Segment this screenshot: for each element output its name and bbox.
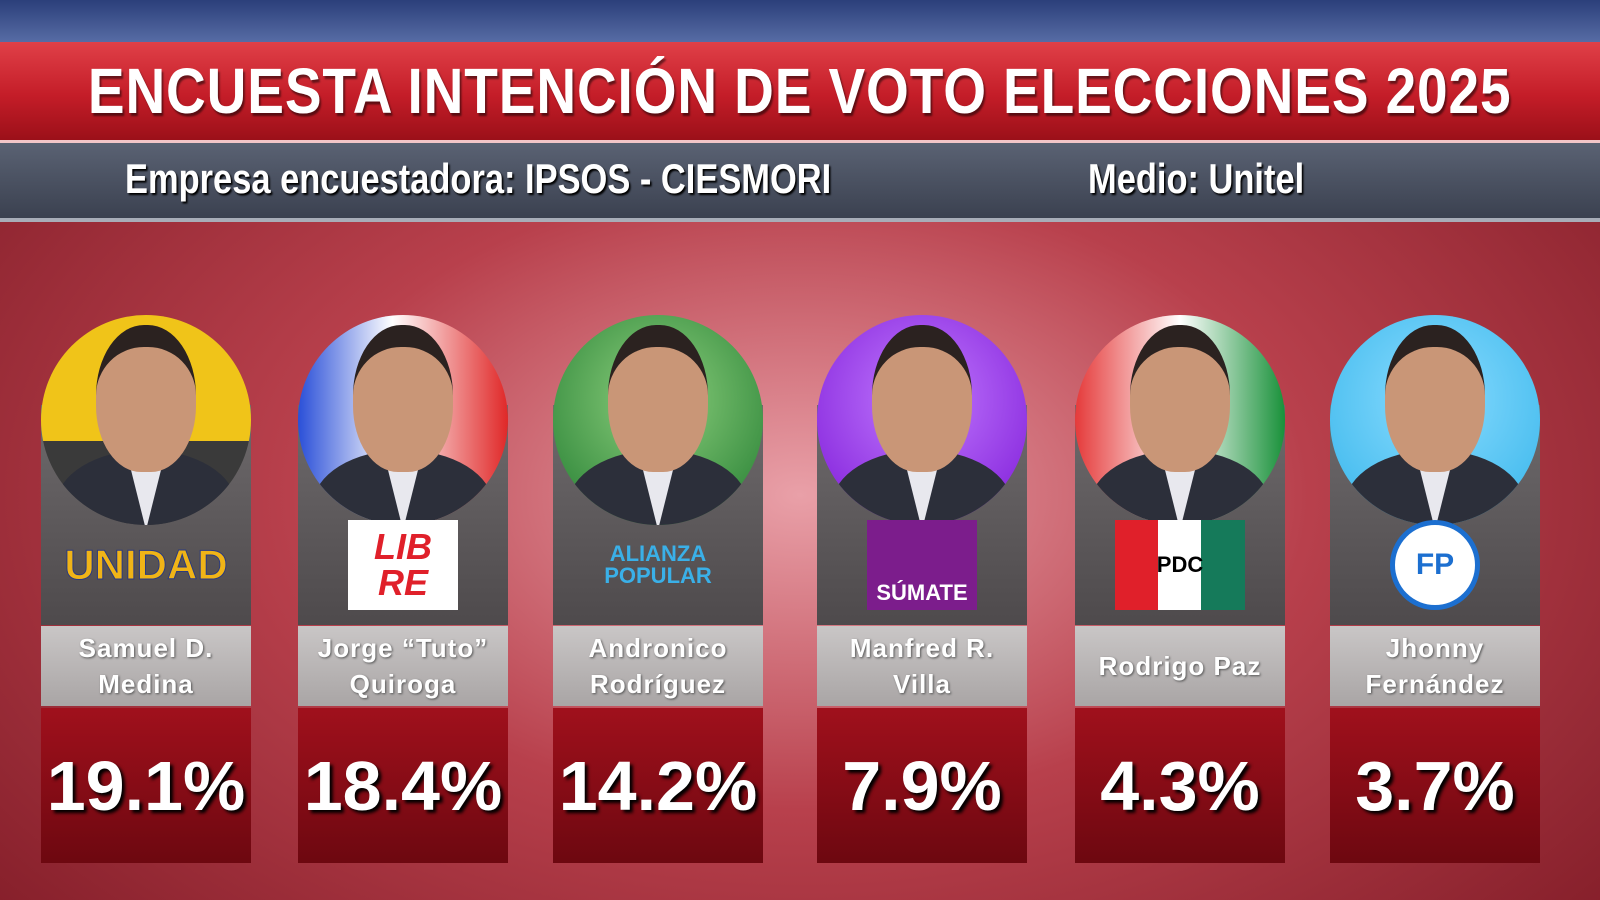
- vote-percent: 4.3%: [1075, 708, 1285, 863]
- party-logo: SÚMATE: [867, 520, 977, 610]
- vote-percent: 7.9%: [817, 708, 1027, 863]
- candidate-column: LIB RE Jorge “Tuto” Quiroga 18.4%: [298, 230, 508, 865]
- candidate-photo: [553, 315, 763, 525]
- candidate-column: UNIDAD Samuel D. Medina 19.1%: [41, 230, 251, 865]
- photo-head: [1130, 325, 1230, 472]
- photo-head: [96, 325, 196, 472]
- photo-head: [872, 325, 972, 472]
- vote-percent: 19.1%: [41, 708, 251, 863]
- candidate-name: Samuel D. Medina: [41, 626, 251, 706]
- photo-head: [1385, 325, 1485, 472]
- title-band: ENCUESTA INTENCIÓN DE VOTO ELECCIONES 20…: [0, 42, 1600, 143]
- candidate-column: PDC Rodrigo Paz 4.3%: [1075, 230, 1285, 865]
- top-strip: [0, 0, 1600, 45]
- party-logo: FP: [1390, 520, 1480, 610]
- vote-percent: 18.4%: [298, 708, 508, 863]
- photo-head: [353, 325, 453, 472]
- candidate-name: Rodrigo Paz: [1075, 626, 1285, 706]
- pollster: Empresa encuestadora: IPSOS - CIESMORI: [125, 155, 832, 202]
- subtitle-band: Empresa encuestadora: IPSOS - CIESMORI M…: [0, 143, 1600, 222]
- candidate-photo: [817, 315, 1027, 525]
- party-logo: LIB RE: [348, 520, 458, 610]
- party-logo: UNIDAD: [64, 541, 228, 588]
- candidate-name: Andronico Rodríguez: [553, 626, 763, 706]
- vote-percent: 14.2%: [553, 708, 763, 863]
- candidate-name: Manfred R. Villa: [817, 626, 1027, 706]
- candidate-column: ALIANZA POPULAR Andronico Rodríguez 14.2%: [553, 230, 763, 865]
- photo-head: [608, 325, 708, 472]
- candidate-name: Jorge “Tuto” Quiroga: [298, 626, 508, 706]
- candidate-column: FP Jhonny Fernández 3.7%: [1330, 230, 1540, 865]
- candidate-name: Jhonny Fernández: [1330, 626, 1540, 706]
- party-logo: PDC: [1115, 520, 1245, 610]
- candidate-column: SÚMATE Manfred R. Villa 7.9%: [817, 230, 1027, 865]
- candidate-photo: [1330, 315, 1540, 525]
- candidate-photo: [298, 315, 508, 525]
- vote-percent: 3.7%: [1330, 708, 1540, 863]
- candidate-photo: [41, 315, 251, 525]
- title: ENCUESTA INTENCIÓN DE VOTO ELECCIONES 20…: [88, 55, 1512, 127]
- media: Medio: Unitel: [1088, 155, 1305, 202]
- candidate-photo: [1075, 315, 1285, 525]
- party-logo: ALIANZA POPULAR: [604, 541, 712, 588]
